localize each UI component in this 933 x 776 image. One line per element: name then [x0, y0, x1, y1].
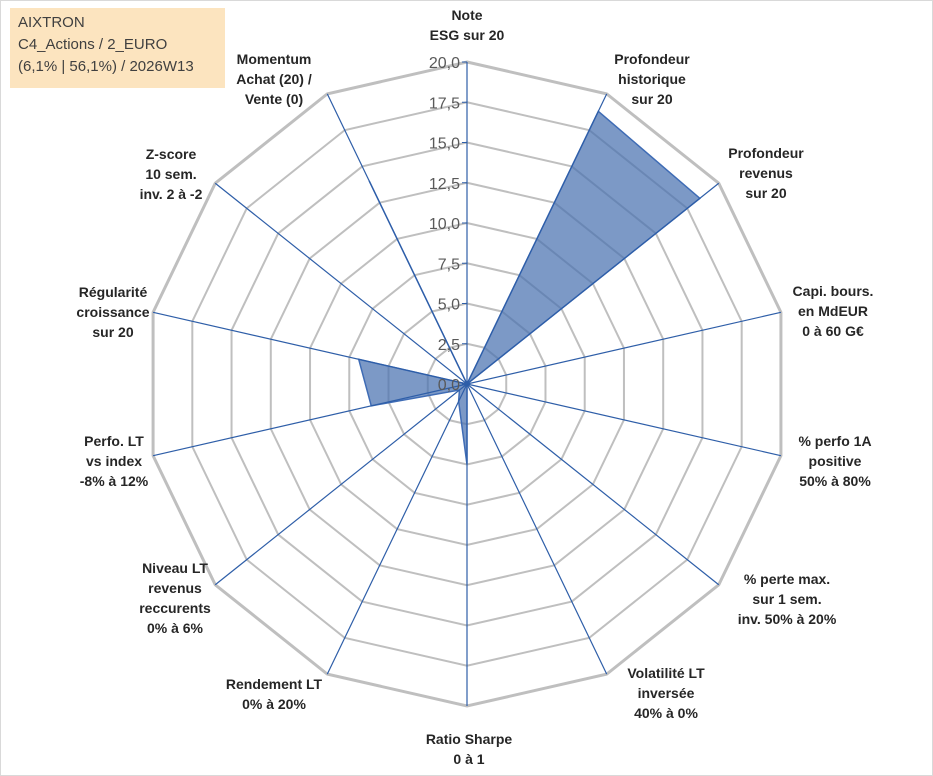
axis-label-line: Momentum: [237, 51, 312, 67]
axis-label-line: croissance: [76, 304, 149, 320]
axis-label-line: Ratio Sharpe: [426, 731, 513, 747]
axis-label: Rendement LT 0% à 20%: [226, 676, 323, 712]
axis-label: Z-score 10 sem. inv. 2 à -2: [140, 146, 203, 202]
axis-label-line: Vente (0): [245, 91, 303, 107]
axis-label-line: 0 à 1: [453, 751, 484, 767]
axis-label-line: 10 sem.: [145, 166, 196, 182]
axis-spoke: [152, 311, 468, 385]
tick-label: 5,0: [438, 297, 460, 314]
axis-label: Profondeur revenus sur 20: [728, 145, 804, 201]
axis-label-line: -8% à 12%: [80, 473, 149, 489]
axis-label-line: 0% à 6%: [147, 620, 204, 636]
axis-label-line: inv. 50% à 20%: [738, 611, 837, 627]
axis-label: Volatilité LT inversée 40% à 0%: [627, 665, 705, 721]
axis-label-line: 40% à 0%: [634, 705, 698, 721]
tick-label: 0,0: [438, 377, 460, 394]
tick-label: 15,0: [429, 136, 460, 153]
axis-label: Capi. bours. en MdEUR 0 à 60 G€: [793, 283, 874, 339]
axis-label-layer: Note ESG sur 20 Profondeur historique sur 20…: [76, 7, 873, 767]
axis-label-line: sur 20: [631, 91, 672, 107]
axis-label-line: en MdEUR: [798, 303, 868, 319]
axis-spoke: [466, 311, 782, 385]
axis-label-line: revenus: [739, 165, 793, 181]
axis-label-line: Achat (20) /: [236, 71, 312, 87]
info-title: AIXTRON: [18, 14, 85, 31]
axis-label: % perfo 1A positive 50% à 80%: [798, 433, 871, 489]
axis-spoke: [466, 383, 720, 586]
axis-label: Ratio Sharpe 0 à 1: [426, 731, 513, 767]
info-stats: (6,1% | 56,1%) / 2026W13: [18, 58, 194, 75]
tick-label: 10,0: [429, 216, 460, 233]
axis-label-line: 0% à 20%: [242, 696, 306, 712]
axis-label-line: sur 20: [92, 324, 133, 340]
axis-label-line: sur 1 sem.: [752, 591, 821, 607]
axis-spoke: [466, 182, 720, 385]
axis-label-line: reccurents: [139, 600, 211, 616]
axis-label-line: positive: [809, 453, 862, 469]
info-category: C4_Actions / 2_EURO: [18, 36, 168, 53]
axis-label-line: Capi. bours.: [793, 283, 874, 299]
tick-label: 17,5: [429, 95, 460, 112]
axis-label-line: ESG sur 20: [430, 27, 505, 43]
axis-spoke: [326, 383, 468, 675]
axis-label-line: Perfo. LT: [84, 433, 144, 449]
axis-label-line: Régularité: [79, 284, 148, 300]
tick-label: 7,5: [438, 256, 460, 273]
axis-label: Momentum Achat (20) / Vente (0): [236, 51, 312, 107]
series-layer: [357, 110, 702, 465]
axis-label-line: inv. 2 à -2: [140, 186, 203, 202]
axis-spoke: [466, 93, 608, 385]
axis-label: Note ESG sur 20: [430, 7, 505, 43]
axis-spoke: [214, 182, 468, 385]
axis-label: Régularité croissance sur 20: [76, 284, 149, 340]
axis-label: Profondeur historique sur 20: [614, 51, 690, 107]
axis-label-line: Z-score: [146, 146, 197, 162]
axis-spoke: [466, 383, 782, 457]
axis-label-line: sur 20: [745, 185, 786, 201]
axis-label-line: Profondeur: [728, 145, 804, 161]
axis-label-line: Profondeur: [614, 51, 690, 67]
tick-label-layer: 0,0 2,5 5,0 7,5 10,0 12,5 15,0 17,5 20,0: [429, 55, 460, 394]
axis-label-line: Note: [451, 7, 482, 23]
axis-spoke: [214, 383, 468, 586]
axis-label-line: inversée: [638, 685, 695, 701]
axis-label-line: historique: [618, 71, 686, 87]
axis-label: Niveau LT revenus reccurents 0% à 6%: [139, 560, 211, 636]
axis-label-line: 50% à 80%: [799, 473, 871, 489]
series-area: [357, 110, 702, 465]
spoke-layer: [152, 61, 782, 706]
tick-label: 12,5: [429, 176, 460, 193]
axis-label-line: 0 à 60 G€: [802, 323, 864, 339]
axis-spoke: [326, 93, 468, 385]
info-box: AIXTRON C4_Actions / 2_EURO (6,1% | 56,1…: [10, 8, 225, 88]
axis-spoke: [466, 383, 608, 675]
axis-label-line: % perfo 1A: [798, 433, 871, 449]
axis-label: Perfo. LT vs index -8% à 12%: [80, 433, 149, 489]
axis-label-line: Niveau LT: [142, 560, 208, 576]
axis-label-line: vs index: [86, 453, 142, 469]
tick-label: 2,5: [438, 337, 460, 354]
axis-label-line: % perte max.: [744, 571, 830, 587]
axis-label: % perte max. sur 1 sem. inv. 50% à 20%: [738, 571, 837, 627]
axis-label-line: Rendement LT: [226, 676, 323, 692]
tick-label: 20,0: [429, 55, 460, 72]
axis-spoke: [152, 383, 468, 457]
axis-label-line: revenus: [148, 580, 202, 596]
axis-label-line: Volatilité LT: [627, 665, 705, 681]
